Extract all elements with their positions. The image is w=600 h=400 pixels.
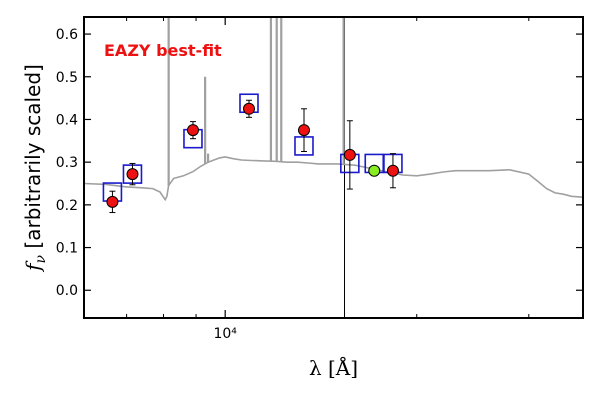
observed-point-2 [186, 124, 199, 137]
observed-point-1 [126, 168, 139, 181]
plot-frame [83, 16, 584, 319]
model-sed-line [84, 156, 583, 202]
axis-ticks: 0.0 0.1 0.2 0.3 0.4 0.5 0.6 10⁴ [56, 17, 583, 342]
x-tick-label-0: 10⁴ [213, 326, 237, 342]
y-axis-label: fν [arbitrarily scaled] [21, 64, 49, 273]
annotation-label: EAZY best-fit [104, 41, 222, 60]
plot-content [84, 17, 583, 318]
observed-point-0 [106, 195, 119, 208]
y-tick-label-6: 0.6 [56, 27, 78, 43]
y-tick-label-1: 0.1 [56, 241, 78, 257]
y-tick-label-0: 0.0 [56, 283, 78, 299]
y-tick-label-5: 0.5 [56, 70, 78, 86]
observed-point-3 [242, 102, 255, 115]
y-tick-label-3: 0.3 [56, 155, 78, 171]
observed-point-6 [368, 164, 381, 177]
observed-point-7 [386, 164, 399, 177]
plot-area [84, 17, 583, 318]
observed-point-5 [343, 148, 356, 161]
y-tick-label-4: 0.4 [56, 112, 78, 128]
x-axis-label: λ [Å] [309, 355, 358, 380]
y-tick-label-2: 0.2 [56, 198, 78, 214]
observed-point-4 [297, 124, 310, 137]
